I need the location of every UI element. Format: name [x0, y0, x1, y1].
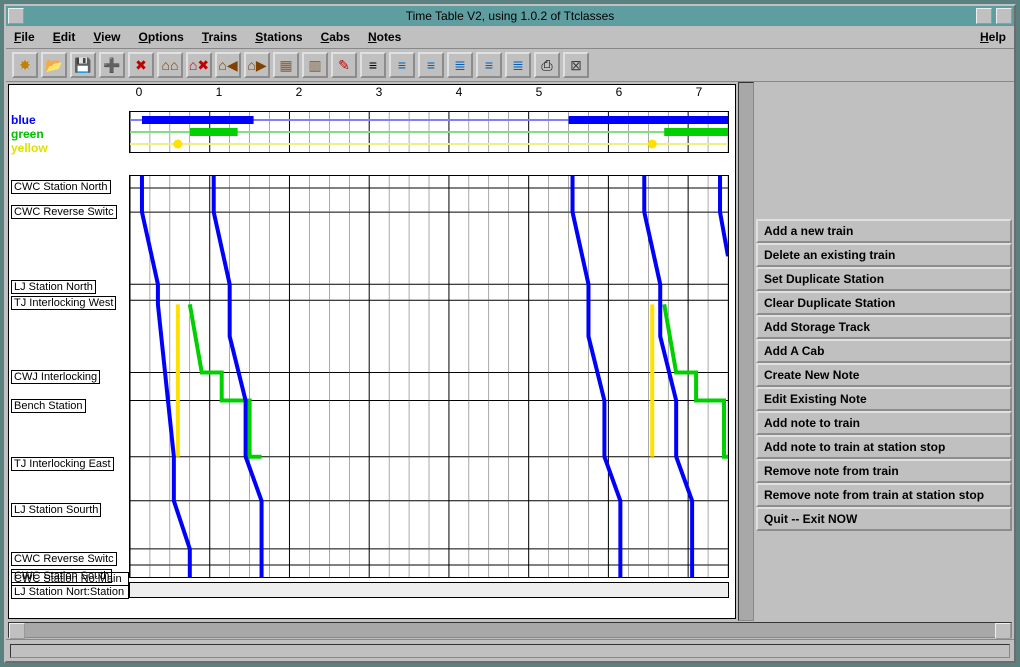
timetable-chart: 0 1 2 3 4 5 6 7 bluegreenyellow CWC Station Nor…	[8, 84, 736, 619]
action-add-note-to-train[interactable]: Add note to train	[756, 411, 1012, 435]
cab-icon[interactable]: ▥	[302, 52, 328, 78]
axis-tick: 3	[376, 85, 383, 99]
prev-station-icon[interactable]: ⌂◀	[215, 52, 241, 78]
horizontal-scrollbar[interactable]	[8, 622, 1012, 638]
action-delete-an-existing-train[interactable]: Delete an existing train	[756, 243, 1012, 267]
action-add-a-cab[interactable]: Add A Cab	[756, 339, 1012, 363]
storage-label: LJ Station Nort:Station	[11, 585, 129, 599]
window-menu-button[interactable]	[8, 8, 24, 24]
open-icon[interactable]: 📂	[41, 52, 67, 78]
action-panel: Add a new trainDelete an existing trainS…	[754, 82, 1014, 621]
note2-icon[interactable]: ≡	[389, 52, 415, 78]
menu-file[interactable]: File	[14, 30, 35, 44]
action-edit-existing-note[interactable]: Edit Existing Note	[756, 387, 1012, 411]
clear-dup-icon[interactable]: ⌂✖	[186, 52, 212, 78]
storage-label: CWC Station No:Main	[11, 572, 129, 586]
axis-tick: 4	[456, 85, 463, 99]
axis-tick: 7	[696, 85, 703, 99]
toolbar: ✸📂💾➕✖⌂⌂⌂✖⌂◀⌂▶▦▥✎≡≡≡≣≡≣⎙⊠	[6, 49, 1014, 82]
station-label: Bench Station	[11, 399, 86, 413]
action-quit-exit-now[interactable]: Quit -- Exit NOW	[756, 507, 1012, 531]
note5-icon[interactable]: ≡	[476, 52, 502, 78]
station-label: CWC Station North	[11, 180, 111, 194]
menu-trains[interactable]: Trains	[202, 30, 237, 44]
save-icon[interactable]: 💾	[70, 52, 96, 78]
action-remove-note-from-train[interactable]: Remove note from train	[756, 459, 1012, 483]
print-icon[interactable]: ⎙	[534, 52, 560, 78]
station-label: CWC Reverse Switc	[11, 552, 117, 566]
menu-options[interactable]: Options	[139, 30, 184, 44]
titlebar: Time Table V2, using 1.0.2 of Ttclasses	[6, 6, 1014, 26]
new-note-icon[interactable]: ✎	[331, 52, 357, 78]
axis-tick: 5	[536, 85, 543, 99]
string-diagram[interactable]	[129, 175, 729, 578]
menu-help[interactable]: Help	[980, 30, 1006, 44]
storage-icon[interactable]: ▦	[273, 52, 299, 78]
menu-cabs[interactable]: Cabs	[321, 30, 350, 44]
menu-notes[interactable]: Notes	[368, 30, 401, 44]
minimize-button[interactable]	[976, 8, 992, 24]
action-set-duplicate-station[interactable]: Set Duplicate Station	[756, 267, 1012, 291]
close-icon[interactable]: ⊠	[563, 52, 589, 78]
legend-green: green	[11, 127, 48, 141]
legend-blue: blue	[11, 113, 48, 127]
content-area: 0 1 2 3 4 5 6 7 bluegreenyellow CWC Station Nor…	[6, 82, 1014, 621]
note6-icon[interactable]: ≣	[505, 52, 531, 78]
note3-icon[interactable]: ≡	[418, 52, 444, 78]
action-clear-duplicate-station[interactable]: Clear Duplicate Station	[756, 291, 1012, 315]
action-remove-note-from-train-at-station-stop[interactable]: Remove note from train at station stop	[756, 483, 1012, 507]
station-label: LJ Station North	[11, 280, 96, 294]
status-inset	[10, 644, 1010, 658]
action-add-a-new-train[interactable]: Add a new train	[756, 219, 1012, 243]
maximize-button[interactable]	[996, 8, 1012, 24]
add-train-icon[interactable]: ➕	[99, 52, 125, 78]
app-window: Time Table V2, using 1.0.2 of Ttclasses …	[4, 4, 1016, 663]
vertical-scrollbar[interactable]	[738, 82, 754, 621]
statusbar	[6, 639, 1014, 661]
menu-view[interactable]: View	[93, 30, 120, 44]
station-label: TJ Interlocking West	[11, 296, 116, 310]
delete-train-icon[interactable]: ✖	[128, 52, 154, 78]
new-icon[interactable]: ✸	[12, 52, 38, 78]
station-label: CWJ Interlocking	[11, 370, 100, 384]
action-create-new-note[interactable]: Create New Note	[756, 363, 1012, 387]
storage-labels: CWC Station No:MainLJ Station Nort:Stati…	[11, 572, 129, 598]
axis-tick: 2	[296, 85, 303, 99]
note4-icon[interactable]: ≣	[447, 52, 473, 78]
legend-yellow: yellow	[11, 141, 48, 155]
menu-stations[interactable]: Stations	[255, 30, 302, 44]
dup-station-icon[interactable]: ⌂⌂	[157, 52, 183, 78]
axis-tick: 0	[136, 85, 143, 99]
overview-strip	[129, 111, 729, 153]
action-add-note-to-train-at-station-stop[interactable]: Add note to train at station stop	[756, 435, 1012, 459]
menubar: File Edit View Options Trains Stations C…	[6, 26, 1014, 49]
menu-edit[interactable]: Edit	[53, 30, 76, 44]
axis-tick: 6	[616, 85, 623, 99]
legend: bluegreenyellow	[11, 113, 48, 155]
time-axis: 0 1 2 3 4 5 6 7	[129, 85, 735, 103]
station-label: CWC Reverse Switc	[11, 205, 117, 219]
axis-tick: 1	[216, 85, 223, 99]
action-add-storage-track[interactable]: Add Storage Track	[756, 315, 1012, 339]
station-labels: CWC Station North CWC Reverse Switc LJ Sta…	[11, 175, 129, 588]
next-station-icon[interactable]: ⌂▶	[244, 52, 270, 78]
note1-icon[interactable]: ≡	[360, 52, 386, 78]
window-title: Time Table V2, using 1.0.2 of Ttclasses	[406, 9, 615, 23]
storage-track-bar	[129, 582, 729, 598]
station-label: LJ Station Sourth	[11, 503, 101, 517]
station-label: TJ Interlocking East	[11, 457, 114, 471]
